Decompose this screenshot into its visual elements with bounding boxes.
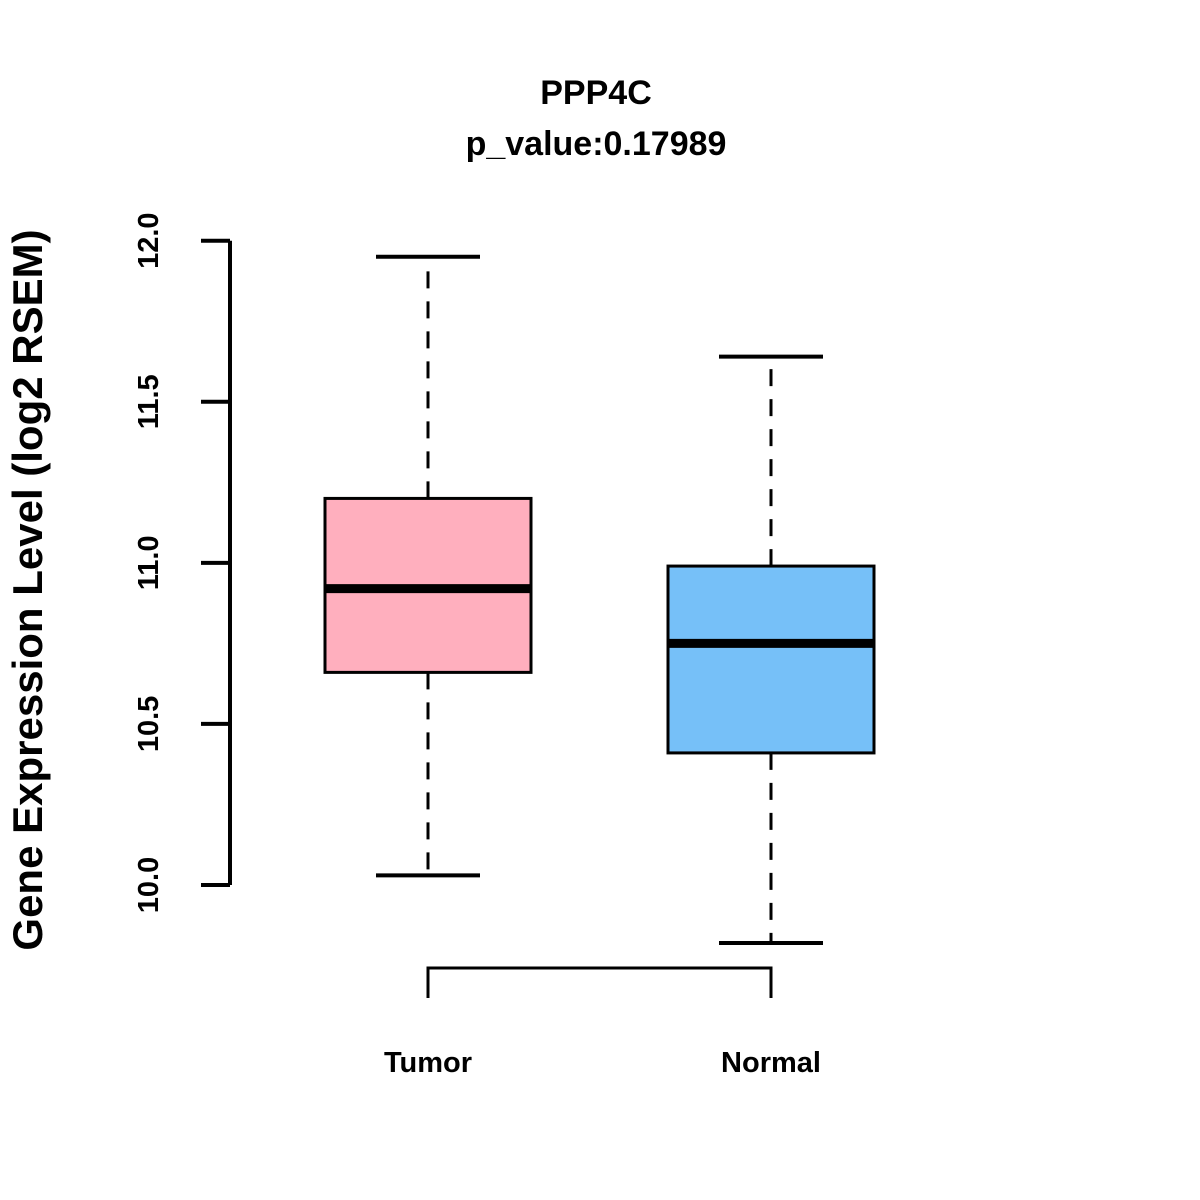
x-axis-bracket <box>426 966 773 998</box>
y-axis-label: Gene Expression Level (log2 RSEM) <box>4 229 51 950</box>
y-axis-tick-label: 12.0 <box>133 212 165 268</box>
y-axis: 10.0 10.5 11.0 11.5 12.0 <box>133 212 232 913</box>
x-axis-line <box>426 966 773 998</box>
y-axis-tick-label: 10.0 <box>133 857 165 913</box>
iqr-box-normal <box>666 564 876 755</box>
chart-subtitle-pvalue: p_value:0.17989 <box>466 125 727 163</box>
y-axis-tick-label: 10.5 <box>133 696 165 752</box>
chart-title: PPP4C <box>540 74 652 112</box>
y-axis-tick-label: 11.5 <box>133 374 165 429</box>
x-label-tumor: Tumor <box>384 1047 472 1079</box>
x-label-normal: Normal <box>721 1047 821 1079</box>
y-axis-tick-label: 11.0 <box>133 535 165 590</box>
group-labels: Tumor Normal <box>384 1047 821 1079</box>
box-layer <box>323 254 876 945</box>
